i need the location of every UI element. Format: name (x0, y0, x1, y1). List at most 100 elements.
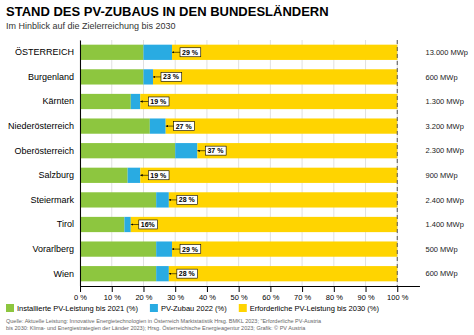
bar (80, 266, 156, 281)
right-label: 600 MWp (425, 73, 457, 82)
y-tick-label: Kärnten (43, 96, 75, 106)
y-tick-label: Oberösterreich (15, 146, 75, 156)
y-tick: Kärnten (43, 96, 75, 106)
annotation-arrow (197, 150, 205, 151)
bar (80, 118, 150, 133)
bar (172, 241, 397, 256)
y-tick: Niederösterreich (8, 121, 74, 131)
annotation-label: 37 % (207, 147, 224, 154)
y-tick: Steiermark (31, 195, 75, 205)
annotation-arrow (166, 126, 174, 127)
x-tick: 20 % (135, 286, 152, 302)
x-tick-mark (334, 286, 335, 292)
x-tick-mark (270, 286, 271, 292)
x-tick-mark (239, 286, 240, 292)
annotation: 23 % (153, 72, 182, 81)
annotation: 37 % (197, 146, 226, 155)
bar (197, 143, 397, 158)
x-tick-mark (366, 286, 367, 292)
chart: STAND DES PV-ZUBAUS IN DEN BUNDESLÄNDERN… (0, 0, 474, 335)
x-tick-label: 30 % (167, 293, 184, 302)
x-tick-label: 50 % (231, 293, 248, 302)
x-tick-label: 40 % (199, 293, 216, 302)
annotation: 29 % (172, 48, 201, 57)
x-tick-mark (143, 286, 144, 292)
bar (166, 118, 398, 133)
x-tick-mark (80, 286, 81, 292)
annotation-arrow (140, 101, 148, 102)
annotation-arrow (153, 76, 161, 77)
x-tick-mark (302, 286, 303, 292)
x-tick: 50 % (231, 286, 248, 302)
annotation: 16% (131, 220, 158, 229)
annotation-label: 28 % (179, 196, 196, 203)
x-tick-label: 0 % (74, 293, 87, 302)
annotation-arrow (172, 52, 180, 53)
annotation-box (180, 48, 201, 57)
annotation-label: 29 % (182, 49, 199, 56)
bar (140, 168, 397, 183)
x-tick-label: 20 % (135, 293, 152, 302)
bar (153, 69, 397, 84)
source-line: Quelle: Aktuelle Leistung: Innovative En… (6, 318, 322, 324)
bar (80, 143, 175, 158)
x-tick: 0 % (74, 286, 87, 302)
x-tick-label: 100 % (387, 293, 409, 302)
x-tick-label: 90 % (357, 293, 374, 302)
bar (128, 168, 141, 183)
annotation-box (148, 97, 169, 106)
annotation-box (180, 245, 201, 254)
bar (143, 69, 153, 84)
bars (80, 40, 397, 286)
legend-label: Installierte PV-Leistung bis 2021 (%) (17, 304, 138, 313)
source-line: bis 2030: Klima- und Energiestrategien d… (6, 325, 306, 331)
y-axis-line (80, 41, 81, 287)
y-tick: ÖSTERREICH (15, 47, 74, 57)
right-label: 1.300 MWp (425, 97, 463, 106)
annotation-label: 28 % (179, 270, 196, 277)
y-tick: Burgenland (28, 72, 74, 82)
legend-label: Erforderliche PV-Leistung bis 2030 (%) (250, 304, 380, 313)
bar (131, 94, 141, 109)
bar (80, 192, 156, 207)
title: STAND DES PV-ZUBAUS IN DEN BUNDESLÄNDERN (6, 4, 329, 19)
annotation: 28 % (169, 269, 198, 278)
bar (156, 241, 172, 256)
y-tick-label: Niederösterreich (8, 121, 74, 131)
bar (80, 217, 124, 232)
x-tick-mark (175, 286, 176, 292)
annotation: 29 % (172, 245, 201, 254)
bar (175, 143, 197, 158)
right-label: 600 MWp (425, 269, 457, 278)
right-label: 13.000 MWp (425, 48, 468, 57)
y-tick-label: Burgenland (28, 72, 74, 82)
x-tick: 100 % (387, 286, 409, 302)
y-tick: Vorarlberg (33, 244, 75, 254)
reference-line (397, 40, 398, 286)
legend-item: PV-Zubau 2022 (%) (150, 304, 227, 313)
right-label: 3.200 MWp (425, 122, 463, 131)
annotation-arrow (172, 249, 180, 250)
x-axis-line (81, 286, 420, 287)
annotation-box (161, 72, 182, 81)
grid (80, 40, 397, 286)
bar (169, 192, 397, 207)
subtitle: Im Hinblick auf die Zielerreichung bis 2… (6, 21, 176, 31)
annotation-box (174, 122, 195, 131)
y-tick-label: Tirol (57, 219, 74, 229)
legend-item: Erforderliche PV-Leistung bis 2030 (%) (239, 304, 380, 313)
annotation: 19 % (140, 97, 169, 106)
bar (172, 45, 397, 60)
y-tick-label: ÖSTERREICH (15, 47, 74, 57)
annotation-arrow (169, 273, 177, 274)
right-label: 1.400 MWp (425, 220, 463, 229)
y-tick: Wien (54, 269, 75, 279)
bar (80, 241, 156, 256)
bar (143, 45, 172, 60)
bar (80, 69, 143, 84)
legend-swatch (150, 304, 158, 312)
x-tick: 90 % (357, 286, 374, 302)
annotation-box (177, 195, 198, 204)
right-labels: 13.000 MWp600 MWp1.300 MWp3.200 MWp2.300… (425, 48, 468, 278)
annotation-label: 23 % (163, 73, 180, 80)
